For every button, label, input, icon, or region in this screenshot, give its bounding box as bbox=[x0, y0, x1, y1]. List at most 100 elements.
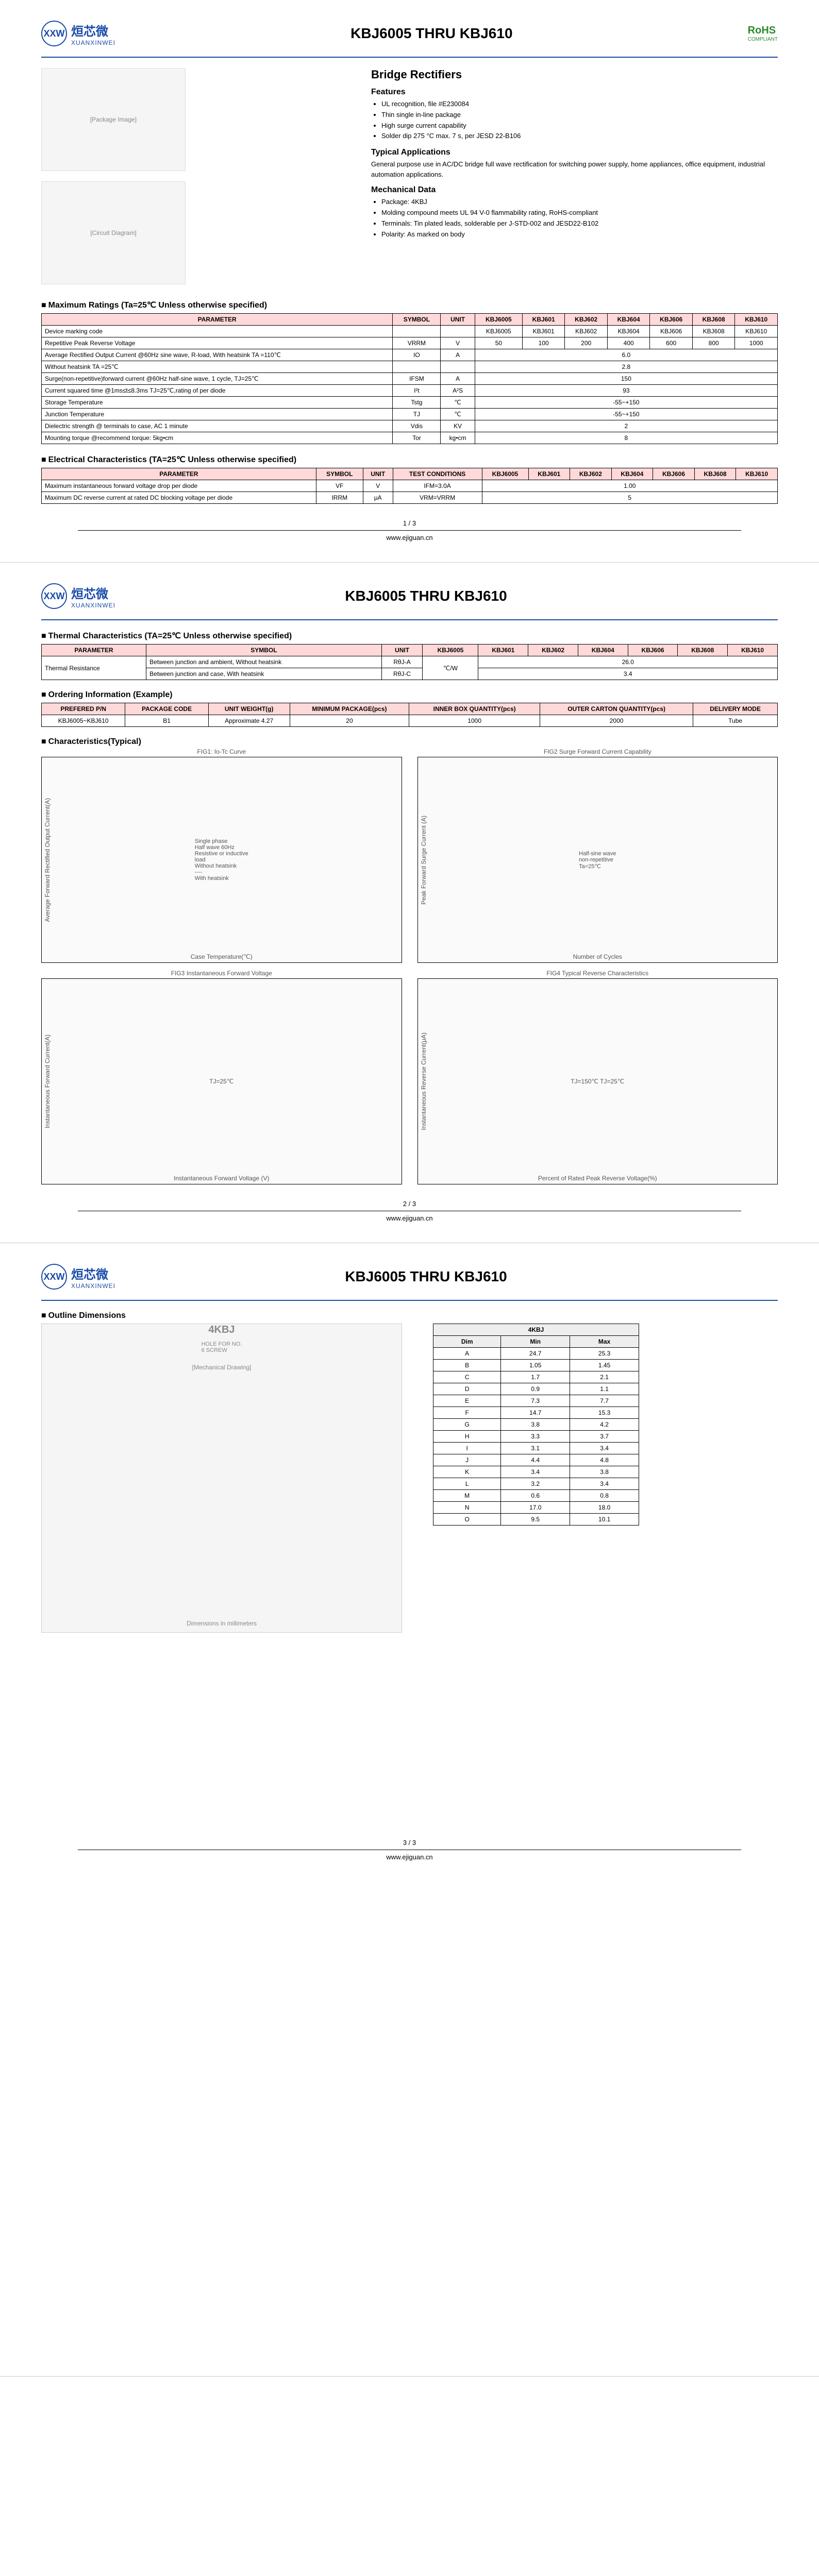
fig4-note: TJ=150℃ TJ=25℃ bbox=[571, 1078, 624, 1085]
elec-char-title: Electrical Characteristics (TA=25℃ Unles… bbox=[41, 454, 778, 465]
package-image: [Package Image] bbox=[41, 68, 186, 171]
table-header: KBJ610 bbox=[736, 468, 778, 480]
table-row: Surge(non-repetitive)forward current @60… bbox=[42, 373, 778, 385]
page-number: 3 / 3 bbox=[41, 1839, 778, 1846]
table-header: KBJ606 bbox=[628, 645, 678, 656]
table-header: KBJ6005 bbox=[475, 314, 522, 326]
outline-row: 4KBJ HOLE FOR NO. 6 SCREW [Mechanical Dr… bbox=[41, 1324, 778, 1633]
ordering-title: Ordering Information (Example) bbox=[41, 690, 778, 700]
header-divider bbox=[41, 1300, 778, 1301]
fig4-xaxis: Percent of Rated Peak Reverse Voltage(%) bbox=[538, 1175, 657, 1182]
table-row: Thermal ResistanceBetween junction and a… bbox=[42, 656, 778, 668]
logo-icon: XXW bbox=[41, 1264, 67, 1290]
header: XXW 烜芯微 XUANXINWEI KBJ6005 THRU KBJ610 bbox=[41, 583, 778, 609]
table-row: B1.051.45 bbox=[433, 1360, 639, 1371]
brand-en: XUANXINWEI bbox=[71, 1282, 115, 1290]
table-header: PREFERED P/N bbox=[42, 703, 125, 715]
table-row: Mounting torque @recommend torque: 5kg•c… bbox=[42, 432, 778, 444]
table-row: J4.44.8 bbox=[433, 1454, 639, 1466]
fig3-xaxis: Instantaneous Forward Voltage (V) bbox=[174, 1175, 269, 1182]
page-1: XXW 烜芯微 XUANXINWEI KBJ6005 THRU KBJ610 R… bbox=[0, 0, 819, 563]
features-list: UL recognition, file #E230084 Thin singl… bbox=[371, 99, 778, 142]
ordering-table: PREFERED P/NPACKAGE CODEUNIT WEIGHT(g)MI… bbox=[41, 703, 778, 727]
fig1-xaxis: Case Temperature(℃) bbox=[191, 953, 253, 960]
fig4-label: FIG4 Typical Reverse Characteristics bbox=[546, 970, 648, 977]
table-row: F14.715.3 bbox=[433, 1407, 639, 1419]
table-row: O9.510.1 bbox=[433, 1514, 639, 1526]
table-row: Junction TemperatureTJ℃-55~+150 bbox=[42, 409, 778, 420]
header: XXW 烜芯微 XUANXINWEI KBJ6005 THRU KBJ610 bbox=[41, 1264, 778, 1290]
logo-icon: XXW bbox=[41, 583, 67, 609]
table-header: OUTER CARTON QUANTITY(pcs) bbox=[540, 703, 693, 715]
page-2: XXW 烜芯微 XUANXINWEI KBJ6005 THRU KBJ610 T… bbox=[0, 563, 819, 1243]
table-header: KBJ602 bbox=[528, 645, 578, 656]
circuit-image: [Circuit Diagram] bbox=[41, 181, 186, 284]
table-row: E7.37.7 bbox=[433, 1395, 639, 1407]
table-header: KBJ608 bbox=[692, 314, 735, 326]
fig2-chart: FIG2 Surge Forward Current Capability Ha… bbox=[417, 757, 778, 963]
table-header: KBJ6005 bbox=[482, 468, 528, 480]
page-number: 2 / 3 bbox=[41, 1200, 778, 1208]
footer-3: 3 / 3 www.ejiguan.cn bbox=[41, 1839, 778, 1861]
brand-cn: 烜芯微 bbox=[71, 21, 115, 39]
table-header: KBJ604 bbox=[607, 314, 650, 326]
outline-pkg: 4KBJ bbox=[208, 1324, 235, 1336]
fig3-note: TJ=25℃ bbox=[209, 1078, 233, 1085]
rohs-badge: RoHS COMPLIANT bbox=[748, 25, 778, 42]
charts: FIG1: Io-Tc Curve Single phase Half wave… bbox=[41, 757, 778, 1184]
table-row: C1.72.1 bbox=[433, 1371, 639, 1383]
table-row: Maximum instantaneous forward voltage dr… bbox=[42, 480, 778, 492]
outline-drawing: 4KBJ HOLE FOR NO. 6 SCREW [Mechanical Dr… bbox=[41, 1324, 402, 1633]
table-header: Dim bbox=[433, 1336, 501, 1348]
fig2-note: Half-sine wave non-repetitive Ta=25℃ bbox=[579, 851, 616, 870]
brand-cn: 烜芯微 bbox=[71, 584, 115, 602]
fig2-xaxis: Number of Cycles bbox=[573, 953, 622, 960]
table-header: UNIT bbox=[363, 468, 393, 480]
features-title: Features bbox=[371, 88, 778, 97]
fig2-label: FIG2 Surge Forward Current Capability bbox=[544, 748, 651, 755]
table-header: KBJ601 bbox=[478, 645, 528, 656]
fig4-yaxis: Instantaneous Reverse Current(μA) bbox=[420, 1032, 427, 1130]
brand-en: XUANXINWEI bbox=[71, 39, 115, 46]
table-header: KBJ610 bbox=[728, 645, 778, 656]
mechanical-list: Package: 4KBJ Molding compound meets UL … bbox=[371, 197, 778, 240]
table-header: SYMBOL bbox=[393, 314, 441, 326]
table-header: UNIT bbox=[441, 314, 475, 326]
table-header: KBJ608 bbox=[678, 645, 728, 656]
table-row: L3.23.4 bbox=[433, 1478, 639, 1490]
table-header: UNIT bbox=[381, 645, 423, 656]
feature-item: UL recognition, file #E230084 bbox=[381, 99, 778, 110]
doc-title: KBJ6005 THRU KBJ610 bbox=[115, 25, 748, 42]
table-row: Maximum DC reverse current at rated DC b… bbox=[42, 492, 778, 504]
table-row: H3.33.7 bbox=[433, 1431, 639, 1443]
table-header: TEST CONDITIONS bbox=[393, 468, 482, 480]
typical-title: Typical Applications bbox=[371, 148, 778, 157]
table-row: I3.13.4 bbox=[433, 1443, 639, 1454]
table-header: KBJ602 bbox=[570, 468, 612, 480]
table-header: KBJ610 bbox=[735, 314, 778, 326]
fig1-label: FIG1: Io-Tc Curve bbox=[197, 748, 246, 755]
intro: [Package Image] [Circuit Diagram] Bridge… bbox=[41, 68, 778, 284]
table-header: KBJ606 bbox=[650, 314, 693, 326]
table-row: M0.60.8 bbox=[433, 1490, 639, 1502]
table-row: Between junction and case, With heatsink… bbox=[42, 668, 778, 680]
table-header: KBJ606 bbox=[653, 468, 695, 480]
outline-title: Outline Dimensions bbox=[41, 1311, 778, 1320]
table-row: Repetitive Peak Reverse VoltageVRRMV5010… bbox=[42, 337, 778, 349]
table-row: K3.43.8 bbox=[433, 1466, 639, 1478]
header-divider bbox=[41, 619, 778, 620]
table-row: A24.725.3 bbox=[433, 1348, 639, 1360]
table-row: Dielectric strength @ terminals to case,… bbox=[42, 420, 778, 432]
dim-pkg-header: 4KBJ bbox=[433, 1324, 639, 1336]
table-header: DELIVERY MODE bbox=[693, 703, 778, 715]
brand-cn: 烜芯微 bbox=[71, 1264, 115, 1282]
bridge-heading: Bridge Rectifiers bbox=[371, 68, 778, 81]
rohs-sub: COMPLIANT bbox=[748, 37, 778, 42]
footer-url: www.ejiguan.cn bbox=[41, 534, 778, 541]
doc-title: KBJ6005 THRU KBJ610 bbox=[115, 588, 737, 604]
fig1-yaxis: Average Forward Rectified Output Current… bbox=[44, 798, 51, 922]
fig3-yaxis: Instantaneous Forward Current(A) bbox=[44, 1035, 51, 1128]
outline-note: HOLE FOR NO. 6 SCREW bbox=[202, 1341, 242, 1353]
feature-item: High surge current capability bbox=[381, 121, 778, 131]
table-header: PARAMETER bbox=[42, 645, 146, 656]
